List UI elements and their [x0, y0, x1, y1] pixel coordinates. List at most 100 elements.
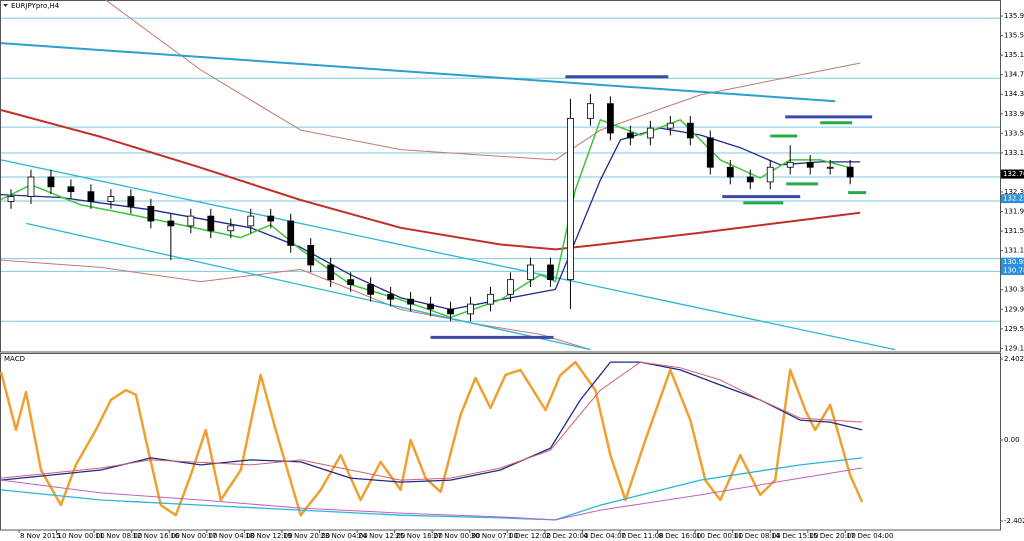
chart-title: EURJPYpro,H4	[11, 2, 60, 10]
candle-body	[846, 166, 854, 178]
price-label-box	[1001, 194, 1024, 204]
indicator-line	[0, 119, 851, 319]
candle-body	[666, 122, 674, 129]
y-tick-label: -2.4023	[1004, 517, 1024, 525]
price-label-box	[1001, 169, 1024, 179]
x-tick-label: 15 Dec 20:00	[809, 532, 856, 540]
price-panel-frame	[0, 0, 1001, 353]
candle-body	[786, 161, 794, 168]
x-tick-label: 10 Dec 00:00	[696, 532, 743, 540]
candle-body	[207, 215, 215, 232]
price-label: 132.258	[1003, 195, 1024, 203]
x-tick-label: 30 Nov 07:00	[471, 532, 518, 540]
candle-body	[367, 284, 375, 295]
candle-body	[686, 122, 694, 139]
candle-body	[746, 176, 754, 183]
indicator-line	[0, 457, 863, 521]
candle-body	[407, 298, 414, 305]
y-tick-label: 129.994	[1004, 305, 1024, 313]
candle-body	[347, 279, 355, 285]
candle-body	[507, 279, 514, 295]
candle-body	[247, 215, 255, 227]
x-tick-label: 11 Nov 08:00	[95, 532, 142, 540]
candle-body	[806, 161, 814, 168]
indicator-line	[0, 467, 863, 521]
x-tick-label: 10 Nov 00:00	[58, 532, 105, 540]
y-tick-label: 131.994	[1004, 208, 1024, 216]
x-tick-label: 18 Nov 12:00	[245, 532, 292, 540]
y-tick-label: 130.394	[1004, 286, 1024, 294]
x-tick-label: 23 Nov 04:00	[320, 532, 367, 540]
candle-body	[267, 215, 275, 222]
candle-body	[646, 127, 654, 139]
candle-body	[227, 225, 235, 232]
y-tick-label: 131.194	[1004, 247, 1024, 255]
indicator-line	[0, 127, 861, 311]
x-tick-label: 25 Nov 16:00	[396, 532, 443, 540]
indicator-line	[105, 0, 861, 161]
y-tick-label: 133.994	[1004, 110, 1024, 118]
candle-body	[467, 303, 474, 315]
price-label-box	[1001, 266, 1024, 276]
candle-body	[287, 220, 295, 246]
y-tick-label: 134.794	[1004, 71, 1024, 79]
y-tick-label: 135.194	[1004, 51, 1024, 59]
menu-arrow	[3, 4, 8, 7]
y-tick-label: 2.4023	[1004, 355, 1024, 363]
candle-body	[387, 293, 395, 300]
candle-body	[167, 220, 175, 227]
y-tick-label: 129.594	[1004, 325, 1024, 333]
candle-body	[527, 264, 534, 281]
candle-body	[726, 166, 734, 178]
candle-body	[187, 215, 195, 227]
y-tick-label: 133.594	[1004, 129, 1024, 137]
candle-body	[427, 303, 434, 310]
y-tick-label: 135.594	[1004, 32, 1024, 40]
x-tick-label: 24 Nov 12:00	[358, 532, 405, 540]
x-tick-label: 8 Nov 2015	[20, 532, 60, 540]
candle-body	[307, 245, 315, 266]
x-tick-label: 4 Dec 04:00	[583, 532, 626, 540]
x-tick-label: 2 Dec 20:00	[546, 532, 589, 540]
candle-body	[87, 191, 95, 202]
candle-body	[567, 117, 574, 281]
indicator-line	[0, 109, 861, 251]
x-tick-label: 14 Dec 15:00	[771, 532, 818, 540]
candle-body	[487, 293, 494, 305]
indicator-line	[0, 361, 863, 481]
candle-body	[107, 196, 115, 202]
candle-body	[147, 205, 155, 222]
candle-body	[7, 196, 15, 202]
y-tick-label: 134.394	[1004, 90, 1024, 98]
indicator-line	[0, 42, 836, 103]
candle-body	[327, 264, 335, 281]
candle-body	[27, 176, 35, 197]
indicator-line	[0, 360, 864, 517]
candle-body	[626, 132, 634, 139]
candle-body	[606, 103, 614, 134]
x-tick-label: 8 Dec 16:00	[659, 532, 702, 540]
candle-body	[766, 166, 774, 183]
candle-body	[706, 137, 714, 168]
y-tick-label: 0.00	[1004, 436, 1020, 444]
candle-body	[127, 196, 135, 207]
y-tick-label: 135.994	[1004, 12, 1024, 20]
y-tick-label: 132.394	[1004, 188, 1024, 196]
price-label: 130.958	[1003, 258, 1024, 266]
x-tick-label: 11 Dec 08:00	[734, 532, 781, 540]
x-tick-label: 19 Nov 20:00	[283, 532, 330, 540]
candle-body	[826, 166, 834, 169]
y-tick-label: 131.594	[1004, 227, 1024, 235]
price-label-box	[1001, 257, 1024, 267]
indicator-line	[25, 222, 591, 351]
macd-panel-frame	[0, 353, 1001, 531]
candle-body	[447, 308, 454, 315]
x-tick-label: 17 Dec 04:00	[846, 532, 893, 540]
x-tick-label: 16 Nov 00:00	[170, 532, 217, 540]
candle-body	[67, 186, 75, 193]
indicator-line	[0, 159, 896, 351]
x-tick-label: 1 Dec 12:00	[508, 532, 551, 540]
